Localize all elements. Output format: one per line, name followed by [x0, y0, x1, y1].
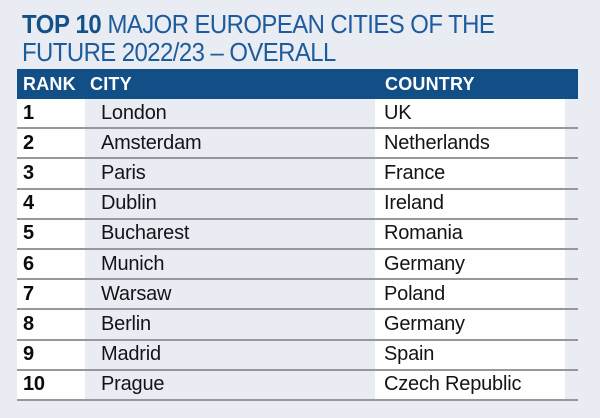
title-line-1: TOP 10 MAJOR EUROPEAN CITIES OF THE: [22, 9, 495, 39]
country-cell: Netherlands: [375, 129, 565, 158]
header-rank: RANK: [23, 73, 76, 94]
rank-cell: 2: [17, 129, 85, 158]
city-cell: Prague: [101, 373, 165, 396]
rank-cell: 8: [17, 310, 85, 339]
table-row: 5 Bucharest Romania: [17, 219, 578, 250]
table-row: 2 Amsterdam Netherlands: [17, 129, 578, 160]
country-cell: UK: [375, 99, 565, 128]
rank-cell: 10: [17, 370, 85, 399]
city-cell: Munich: [101, 252, 165, 275]
table-row: 10 Prague Czech Republic: [17, 370, 578, 401]
table-row: 1 London UK: [17, 99, 578, 130]
rank-cell: 9: [17, 340, 85, 369]
table-row: 7 Warsaw Poland: [17, 280, 578, 311]
table-row: 8 Berlin Germany: [17, 310, 578, 341]
header-country: COUNTRY: [385, 73, 475, 94]
country-cell: Germany: [375, 249, 565, 279]
rank-cell: 7: [17, 280, 85, 309]
title-line1-rest: MAJOR EUROPEAN CITIES OF THE: [101, 9, 495, 39]
city-cell: Dublin: [101, 192, 157, 215]
city-cell: Berlin: [101, 312, 151, 335]
city-cell: London: [101, 101, 167, 124]
table-row: 6 Munich Germany: [17, 249, 578, 281]
city-cell: Bucharest: [101, 222, 190, 245]
table-row: 3 Paris France: [17, 159, 578, 190]
table-row: 9 Madrid Spain: [17, 340, 578, 371]
title-top10: TOP 10: [22, 9, 102, 39]
header-city: CITY: [90, 73, 132, 94]
title-line-2: FUTURE 2022/23 – OVERALL: [22, 37, 336, 67]
rank-cell: 5: [17, 219, 85, 248]
city-cell: Warsaw: [101, 282, 172, 305]
rank-cell: 3: [17, 159, 85, 188]
rank-cell: 4: [17, 189, 85, 218]
rank-cell: 1: [17, 99, 85, 128]
country-cell: Ireland: [375, 189, 565, 218]
city-cell: Amsterdam: [101, 131, 202, 154]
page-title: TOP 10 MAJOR EUROPEAN CITIES OF THE FUTU…: [22, 9, 495, 67]
city-cell: Paris: [101, 161, 146, 184]
table-header-row: RANK CITY COUNTRY: [17, 69, 578, 99]
table-row: 4 Dublin Ireland: [17, 189, 578, 220]
country-cell: Poland: [375, 280, 565, 309]
rank-cell: 6: [17, 249, 85, 279]
country-cell: France: [375, 159, 565, 188]
country-cell: Romania: [375, 219, 565, 248]
country-cell: Germany: [375, 310, 565, 339]
table-body: 1 London UK 2 Amsterdam Netherlands 3 Pa…: [17, 99, 578, 401]
city-cell: Madrid: [101, 343, 161, 366]
country-cell: Spain: [375, 340, 565, 369]
results-table: RANK CITY COUNTRY 1 London UK 2 Amsterda…: [17, 69, 578, 401]
country-cell: Czech Republic: [375, 370, 565, 399]
